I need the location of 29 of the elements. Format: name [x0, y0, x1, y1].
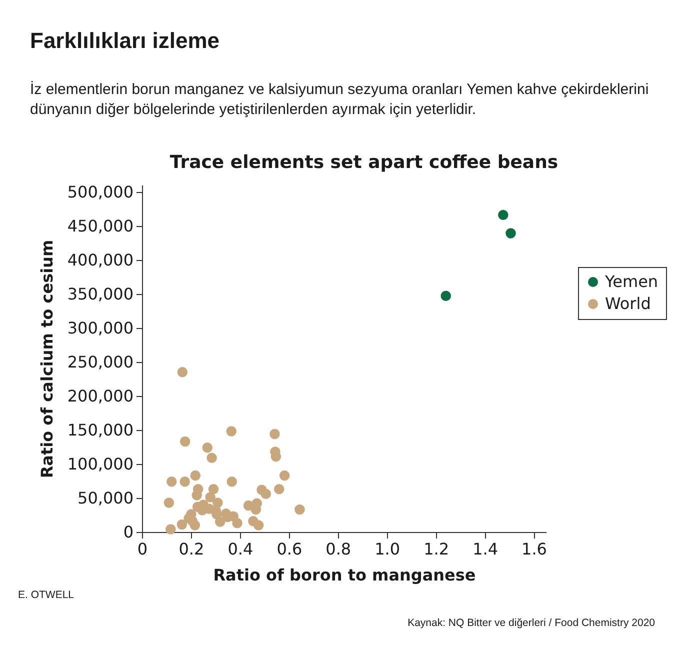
x-tick-label: 0.6 — [276, 540, 302, 558]
text: E. OTWELL — [18, 589, 74, 601]
x-tick-label: 1.2 — [424, 540, 450, 558]
x-tick-label: 0.8 — [326, 540, 352, 558]
x-axis-title: Ratio of boron to manganese — [213, 566, 476, 584]
y-tick-label: 250,000 — [67, 352, 134, 372]
y-tick-label: 200,000 — [67, 386, 134, 406]
y-tick-label: 150,000 — [67, 420, 134, 440]
y-tick-label: 500,000 — [67, 182, 134, 202]
legend-label: Yemen — [604, 272, 658, 291]
y-tick-label: 300,000 — [67, 318, 134, 338]
y-tick-label: 0 — [123, 522, 134, 542]
y-axis-title: Ratio of calcium to cesium — [37, 240, 56, 478]
x-tick-label: 1.6 — [522, 540, 547, 558]
y-tick-label: 450,000 — [67, 216, 134, 236]
y-tick-label: 50,000 — [78, 488, 134, 508]
x-tick-label: 1.0 — [374, 540, 400, 558]
text: Kaynak: NQ Bitter ve diğerleri / Food Chemistry 2020 — [408, 617, 656, 629]
x-tick-label: 0 — [137, 540, 148, 558]
x-tick-label: 0.2 — [178, 540, 204, 558]
x-tick-label: 1.4 — [472, 540, 498, 558]
text: Trace elements set apart coffee beans — [170, 152, 558, 173]
chart-subtitle: İz elementlerin borun manganez ve kalsiyumun sezyuma oranları Yemen kahve çekirdeklerini dünyanın diğer bölgelerinde yetiştirilenlerden ayırmak için yeterlidir. — [30, 80, 649, 118]
x-tick-label: 0.4 — [228, 540, 254, 558]
y-tick-label: 400,000 — [67, 250, 134, 270]
chart-title: Farklılıkları izleme — [30, 28, 220, 53]
y-tick-label: 100,000 — [67, 454, 134, 474]
y-tick-label: 350,000 — [67, 284, 134, 304]
legend-label: World — [605, 294, 651, 313]
